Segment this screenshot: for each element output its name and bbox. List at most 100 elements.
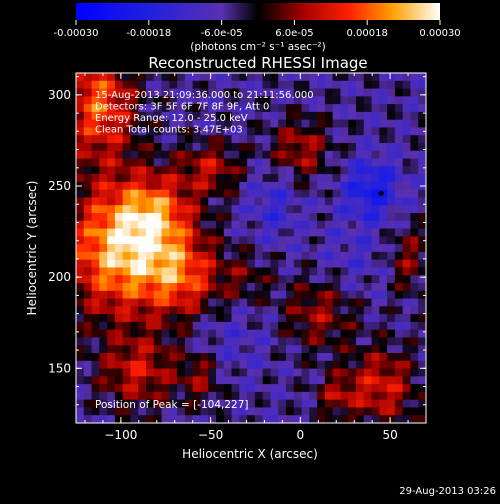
- heatmap-cell: [371, 376, 380, 385]
- heatmap-cell: [363, 150, 372, 159]
- heatmap-cell: [231, 96, 240, 105]
- heatmap-cell: [184, 104, 193, 113]
- heatmap-cell: [278, 150, 287, 159]
- heatmap-cell: [301, 127, 310, 136]
- heatmap-cell: [394, 345, 403, 354]
- heatmap-cell: [332, 205, 341, 214]
- heatmap-cell: [293, 143, 302, 152]
- heatmap-cell: [130, 415, 139, 424]
- heatmap-cell: [324, 158, 333, 167]
- heatmap-cell: [208, 236, 217, 245]
- heatmap-cell: [356, 119, 365, 128]
- heatmap-cell: [254, 321, 263, 330]
- heatmap-cell: [387, 96, 396, 105]
- heatmap-cell: [91, 213, 100, 222]
- heatmap-cell: [114, 353, 123, 362]
- heatmap-cell: [200, 236, 209, 245]
- heatmap-cell: [410, 150, 419, 159]
- heatmap-cell: [200, 360, 209, 369]
- heatmap-cell: [301, 259, 310, 268]
- heatmap-cell: [177, 290, 186, 299]
- heatmap-cell: [324, 104, 333, 113]
- heatmap-cell: [418, 399, 427, 408]
- heatmap-cell: [107, 127, 116, 136]
- heatmap-cell: [332, 96, 341, 105]
- heatmap-cell: [231, 111, 240, 120]
- heatmap-cell: [394, 189, 403, 198]
- heatmap-cell: [122, 80, 131, 89]
- heatmap-cell: [223, 88, 232, 97]
- heatmap-cell: [410, 119, 419, 128]
- heatmap-cell: [239, 267, 248, 276]
- heatmap-cell: [317, 337, 326, 346]
- heatmap-cell: [91, 267, 100, 276]
- heatmap-cell: [216, 337, 225, 346]
- heatmap-cell: [270, 88, 279, 97]
- heatmap-cell: [394, 368, 403, 377]
- heatmap-cell: [371, 127, 380, 136]
- heatmap-cell: [371, 275, 380, 284]
- heatmap-cell: [76, 220, 85, 229]
- heatmap-cell: [278, 111, 287, 120]
- heatmap-cell: [278, 368, 287, 377]
- heatmap-cell: [317, 244, 326, 253]
- heatmap-cell: [177, 119, 186, 128]
- heatmap-cell: [239, 111, 248, 120]
- heatmap-cell: [83, 399, 92, 408]
- heatmap-cell: [122, 205, 131, 214]
- heatmap-cell: [332, 236, 341, 245]
- heatmap-cell: [317, 135, 326, 144]
- heatmap-cell: [324, 181, 333, 190]
- heatmap-cell: [410, 298, 419, 307]
- heatmap-cell: [309, 321, 318, 330]
- heatmap-cell: [177, 220, 186, 229]
- heatmap-cell: [418, 290, 427, 299]
- heatmap-cell: [317, 111, 326, 120]
- heatmap-cell: [138, 360, 147, 369]
- heatmap-cell: [317, 368, 326, 377]
- heatmap-cell: [309, 314, 318, 323]
- heatmap-cell: [169, 345, 178, 354]
- heatmap-cell: [239, 306, 248, 315]
- heatmap-cell: [208, 259, 217, 268]
- heatmap-cell: [99, 384, 108, 393]
- heatmap-cell: [270, 384, 279, 393]
- heatmap-cell: [208, 127, 217, 136]
- heatmap-cell: [122, 236, 131, 245]
- heatmap-cell: [363, 228, 372, 237]
- heatmap-cell: [394, 244, 403, 253]
- heatmap-cell: [254, 360, 263, 369]
- colorbar: [76, 3, 440, 20]
- heatmap-cell: [286, 244, 295, 253]
- heatmap-cell: [138, 399, 147, 408]
- heatmap-cell: [270, 181, 279, 190]
- heatmap-cell: [363, 166, 372, 175]
- heatmap-cell: [332, 290, 341, 299]
- heatmap-cell: [107, 407, 116, 416]
- heatmap-cell: [262, 345, 271, 354]
- heatmap-cell: [270, 360, 279, 369]
- heatmap-cell: [138, 135, 147, 144]
- heatmap-cell: [286, 376, 295, 385]
- heatmap-cell: [394, 181, 403, 190]
- heatmap-cell: [130, 213, 139, 222]
- heatmap-cell: [231, 213, 240, 222]
- heatmap-cell: [371, 88, 380, 97]
- heatmap-cell: [379, 360, 388, 369]
- heatmap-cell: [254, 251, 263, 260]
- heatmap-cell: [270, 119, 279, 128]
- heatmap-cell: [177, 104, 186, 113]
- heatmap-cell: [286, 88, 295, 97]
- heatmap-cell: [146, 251, 155, 260]
- heatmap-cell: [239, 368, 248, 377]
- heatmap-cell: [348, 275, 357, 284]
- heatmap-cell: [348, 368, 357, 377]
- heatmap-cell: [114, 174, 123, 183]
- heatmap-cell: [99, 119, 108, 128]
- heatmap-cell: [387, 166, 396, 175]
- heatmap-cell: [278, 119, 287, 128]
- chart-title: Reconstructed RHESSI Image: [148, 54, 367, 72]
- heatmap-cell: [161, 283, 170, 292]
- heatmap-cell: [402, 345, 411, 354]
- heatmap-cell: [394, 228, 403, 237]
